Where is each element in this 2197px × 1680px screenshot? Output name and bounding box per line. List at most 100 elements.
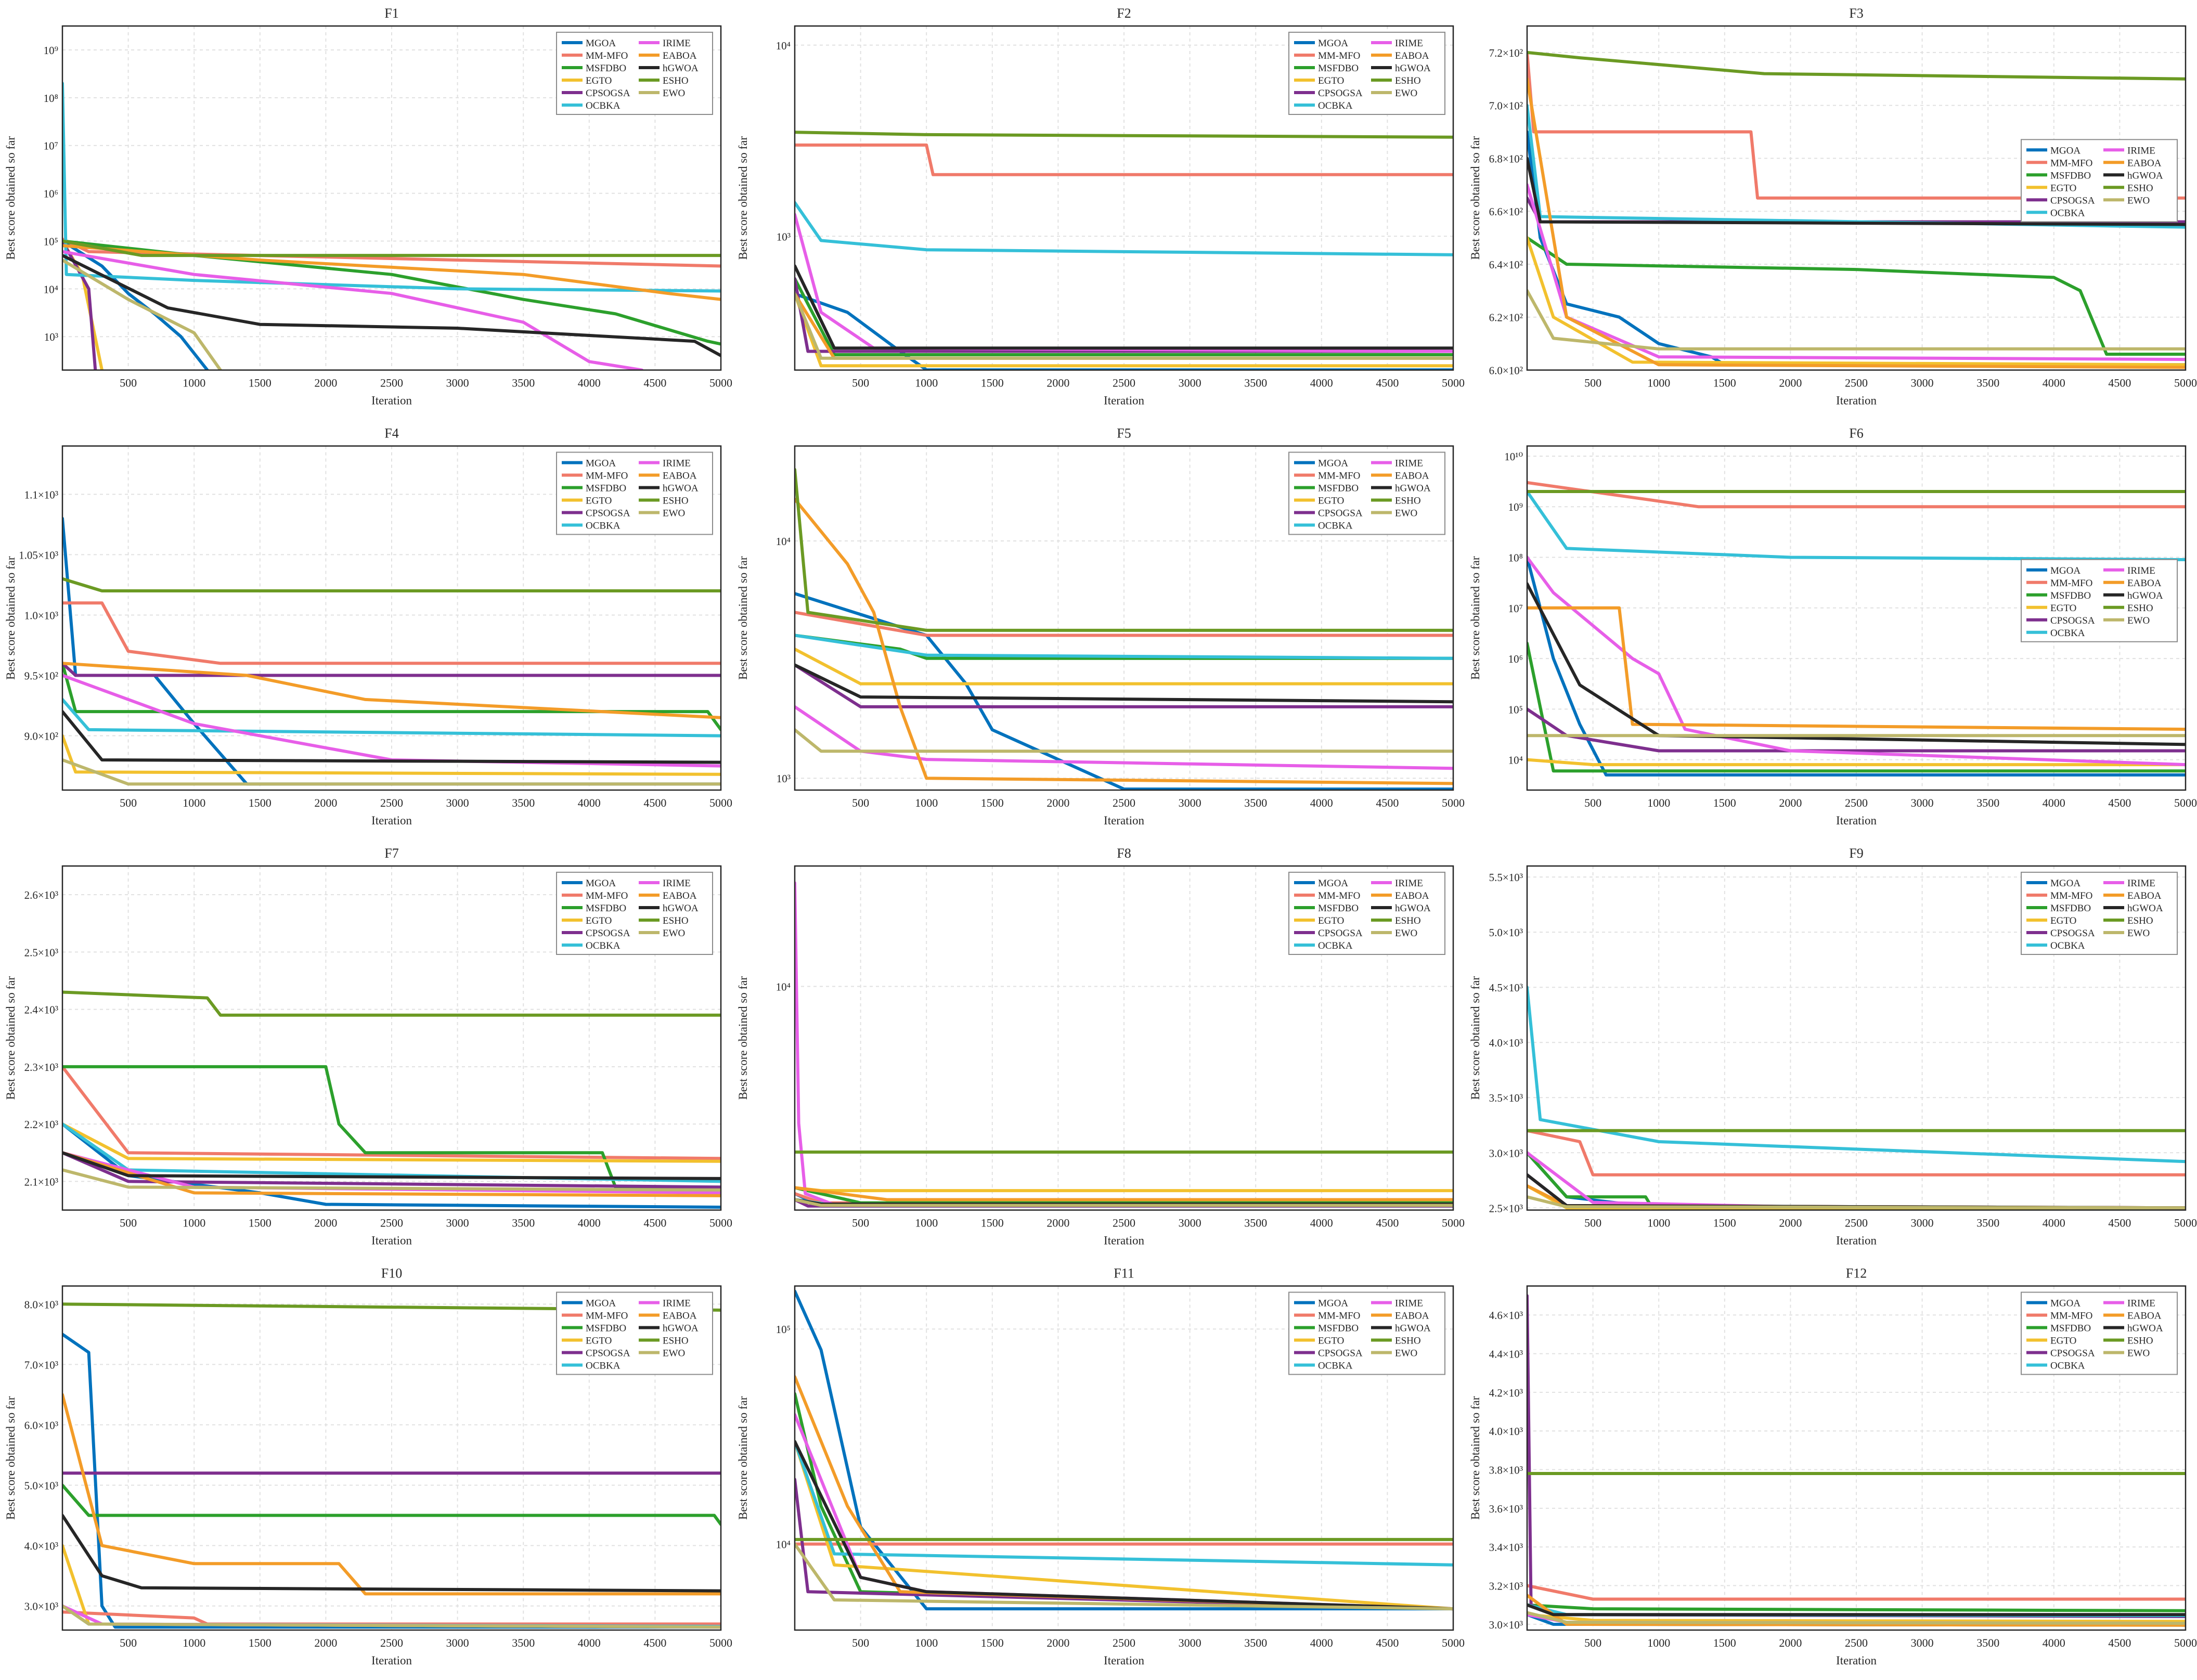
x-tick-label: 5000 [1442, 1217, 1465, 1230]
y-tick-label: 6.6×10² [1489, 205, 1523, 218]
series-line-egto [62, 734, 721, 776]
legend-label: CPSOGSA [1318, 1348, 1363, 1359]
legend-label: MM-MFO [2050, 578, 2092, 589]
legend-label: EABOA [1395, 1311, 1429, 1322]
x-tick-label: 5000 [709, 1636, 732, 1649]
y-tick-label: 4.5×10³ [1489, 981, 1523, 994]
x-tick-label: 500 [120, 796, 137, 809]
x-tick-label: 1500 [981, 377, 1004, 390]
legend-label: EABOA [663, 50, 697, 61]
series-line-ewo [1527, 1195, 2186, 1210]
legend-label: IRIME [2127, 878, 2155, 889]
y-tick-label: 3.5×10³ [1489, 1092, 1523, 1104]
chart-title: F8 [1117, 846, 1131, 861]
legend-label: EWO [1395, 88, 1417, 99]
x-tick-label: 2500 [1845, 377, 1868, 390]
x-tick-label: 2500 [1113, 796, 1135, 809]
legend-label: OCBKA [586, 1361, 621, 1372]
legend-label: ESHO [2127, 1336, 2153, 1347]
x-tick-label: 4000 [1310, 796, 1333, 809]
y-tick-label: 4.0×10³ [1489, 1037, 1523, 1049]
series-group [795, 881, 1453, 1208]
series-group [795, 468, 1453, 790]
legend-label: IRIME [1395, 878, 1423, 889]
legend-box [2021, 559, 2178, 642]
legend-label: MM-MFO [1318, 1311, 1360, 1322]
chart-f7: F7 500 1000 1500 2000 2500 3000 3500 4000 4500 500… [4, 846, 732, 1247]
y-tick-label: 4.2×10³ [1489, 1387, 1523, 1399]
y-tick-label: 2.2×10³ [24, 1118, 58, 1131]
chart-f10: F10 500 1000 1500 2000 2500 3000 3500 4000 4500 50… [4, 1266, 732, 1668]
y-tick-label: 10⁴ [776, 981, 791, 993]
series-line-hgwoa [1527, 1603, 2186, 1617]
legend-label: EABOA [1395, 471, 1429, 482]
chart-title: F6 [1849, 426, 1863, 441]
y-tick-label: 10⁴ [44, 283, 58, 295]
legend-label: CPSOGSA [586, 1348, 630, 1359]
series-line-eaboa [62, 1151, 721, 1197]
series-line-ewo [62, 259, 222, 370]
legend-label: EGTO [1318, 75, 1344, 86]
legend-label: IRIME [1395, 1298, 1423, 1309]
legend-label: IRIME [1395, 458, 1423, 469]
x-axis-label: Iteration [371, 394, 412, 407]
series-group [795, 131, 1453, 370]
plot-frame [1526, 25, 2187, 371]
y-tick-label: 4.6×10³ [1489, 1309, 1523, 1322]
legend-box [1288, 451, 1445, 535]
series-line-eaboa [62, 1393, 721, 1596]
legend-label: OCBKA [2050, 628, 2085, 639]
legend-label: MSFDBO [2050, 170, 2091, 181]
x-tick-label: 4000 [578, 1636, 601, 1649]
x-tick-label: 4000 [578, 1217, 601, 1230]
legend-label: EGTO [586, 496, 612, 507]
legend-label: EWO [1395, 1348, 1417, 1359]
series-line-egto [62, 1122, 721, 1163]
x-tick-label: 2000 [1046, 796, 1069, 809]
legend-label: EABOA [663, 471, 697, 482]
legend-label: CPSOGSA [2050, 195, 2095, 206]
chart-f1: F1 500 1000 1500 2000 2500 3000 3500 4000 4500 500… [4, 6, 732, 407]
legend-label: IRIME [663, 1298, 691, 1309]
y-tick-label: 10³ [777, 230, 791, 243]
x-tick-label: 3000 [1911, 1217, 1934, 1230]
x-tick-label: 3000 [1179, 796, 1201, 809]
legend-label: MGOA [1318, 38, 1348, 49]
legend-box [556, 32, 713, 115]
series-group [1527, 1294, 2186, 1627]
y-tick-label: 5.5×10³ [1489, 871, 1523, 884]
legend-label: IRIME [2127, 145, 2155, 156]
x-tick-label: 3000 [446, 377, 469, 390]
chart-title: F4 [384, 426, 398, 441]
y-tick-label: 10¹⁰ [1504, 450, 1523, 463]
y-tick-label: 3.0×10³ [24, 1600, 58, 1613]
legend-label: EWO [1395, 928, 1417, 939]
x-tick-label: 4000 [1310, 1217, 1333, 1230]
series-line-ewo [1527, 1611, 2186, 1625]
x-tick-label: 4500 [643, 1217, 666, 1230]
legend-label: EGTO [586, 1336, 612, 1347]
legend-label: OCBKA [586, 940, 621, 951]
x-tick-label: 3500 [1244, 377, 1267, 390]
legend-label: EGTO [1318, 496, 1344, 507]
legend-label: MM-MFO [586, 1311, 628, 1322]
x-tick-label: 3500 [1976, 796, 1999, 809]
x-tick-label: 4000 [1310, 377, 1333, 390]
x-tick-label: 2000 [314, 796, 337, 809]
legend-label: EGTO [2050, 603, 2076, 614]
series-line-cpsogsa [62, 662, 721, 677]
chart-title: F3 [1849, 6, 1863, 21]
series-line-hgwoa [62, 1151, 721, 1180]
legend-label: hGWOA [2127, 1323, 2163, 1334]
series-line-egto [1527, 758, 2186, 767]
legend-label: MM-MFO [2050, 890, 2092, 901]
plot-frame [1526, 1285, 2187, 1631]
series-line-hgwoa [795, 264, 1453, 350]
series-group [795, 1289, 1453, 1611]
series-line-mgoa [62, 239, 209, 370]
x-tick-label: 1000 [183, 377, 205, 390]
y-tick-label: 6.0×10³ [24, 1419, 58, 1431]
y-tick-label: 10⁴ [1508, 754, 1523, 767]
legend-label: MM-MFO [1318, 471, 1360, 482]
